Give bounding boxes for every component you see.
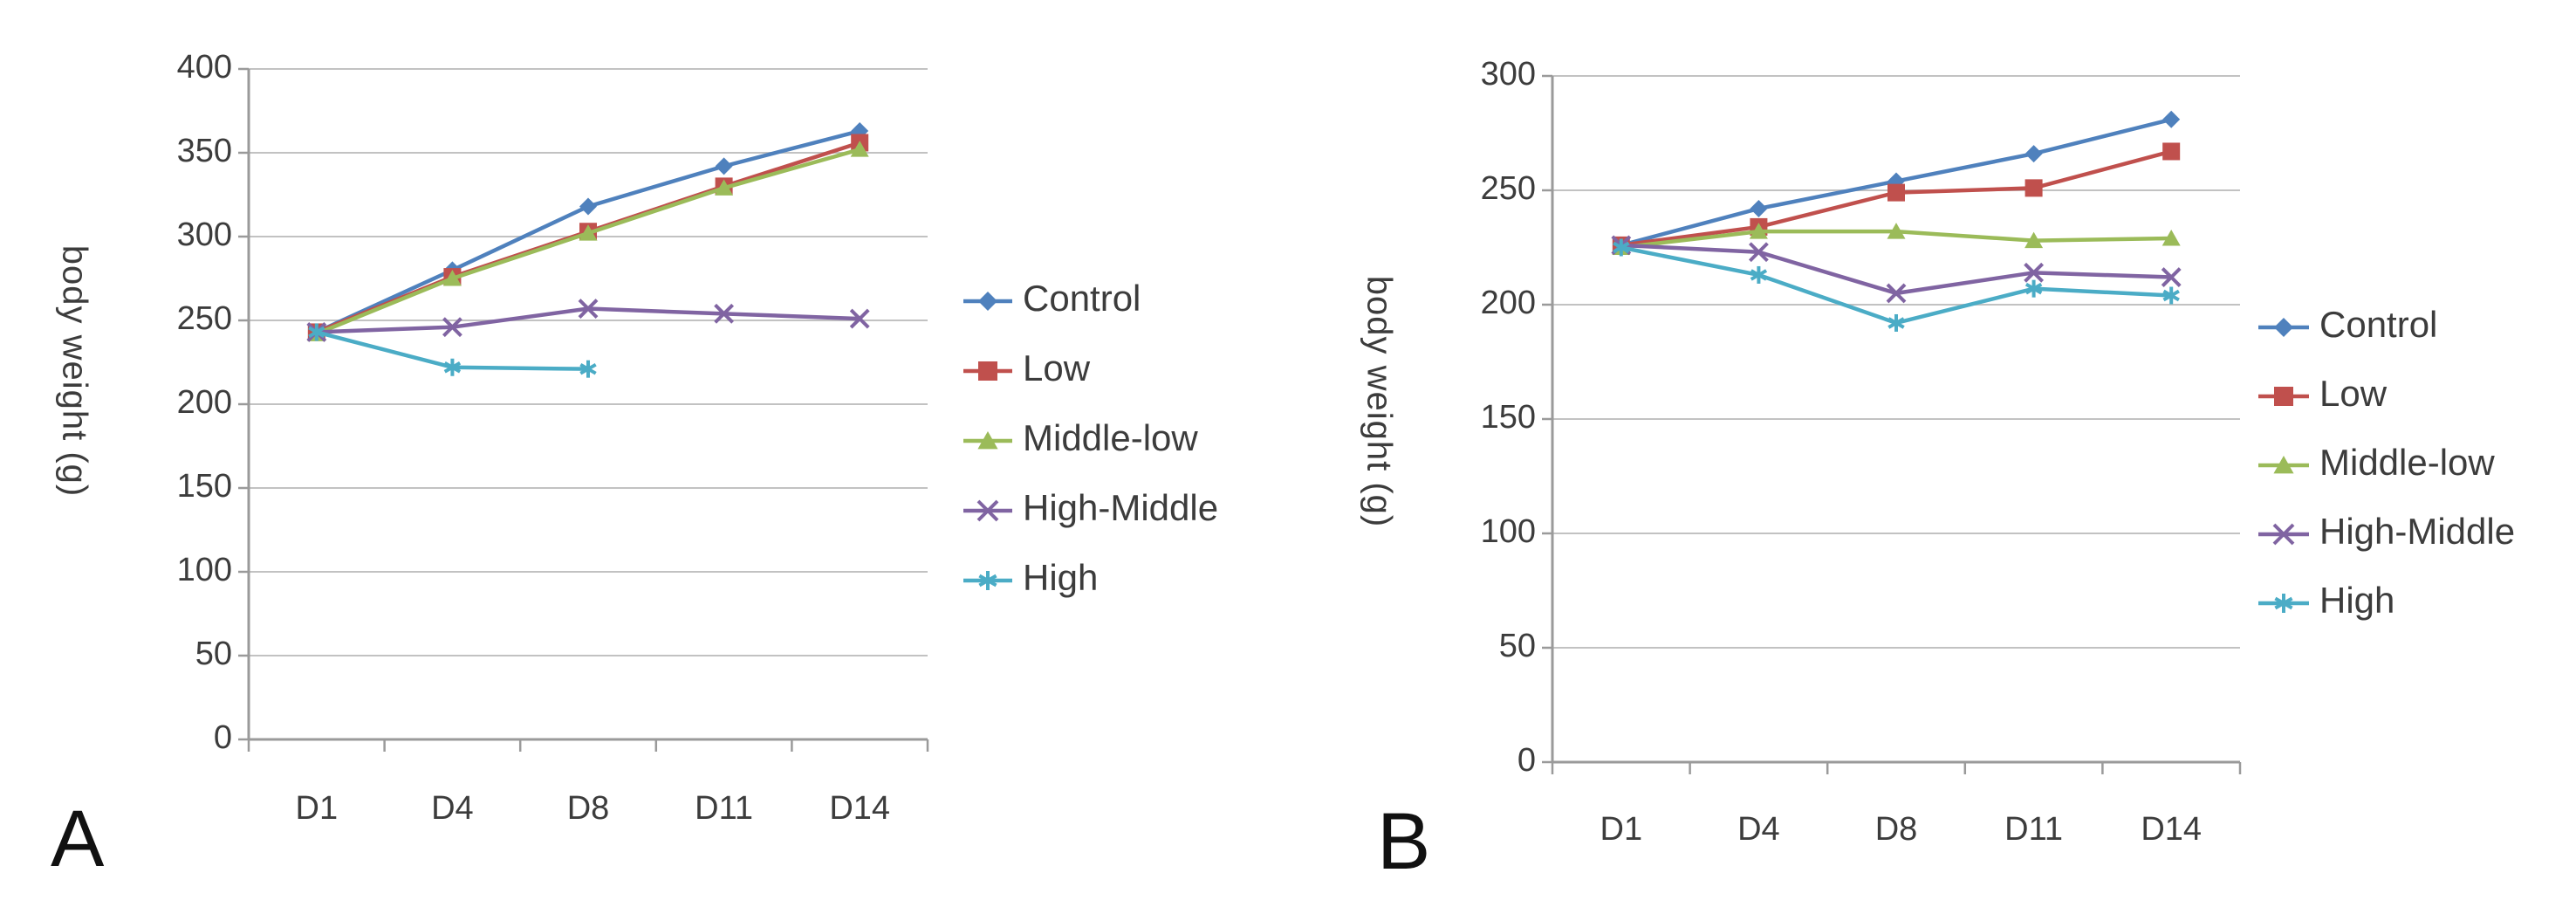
y-tick-label: 300: [1481, 56, 1536, 93]
series-marker-high: [2024, 282, 2043, 295]
y-tick-label: 150: [1481, 399, 1536, 436]
y-tick-label: 100: [177, 552, 232, 588]
series-line-high: [1620, 245, 2172, 326]
series-line-high-middle: [1620, 243, 2172, 296]
legend-marker-low: [978, 361, 997, 381]
y-tick-label: 100: [1481, 513, 1536, 550]
series-marker-middle-low: [1749, 223, 1768, 239]
series-marker-high: [1750, 269, 1768, 281]
series-marker-middle-low: [442, 270, 462, 286]
y-axis-title-b: body weight (g): [1360, 275, 1399, 528]
series-marker-high-middle: [578, 299, 599, 319]
x-tick-label-d11: D11: [695, 790, 753, 827]
legend-marker-control: [2274, 318, 2293, 337]
series-marker-high: [1613, 241, 1630, 254]
legend-label-middle-low: Middle-low: [1023, 417, 1198, 458]
series-marker-middle-low: [850, 141, 869, 157]
series-marker-high: [2162, 289, 2180, 302]
series-marker-middle-low: [715, 179, 734, 196]
legend-marker-high: [2274, 596, 2293, 610]
series-marker-control: [2162, 110, 2181, 128]
y-tick-label: 250: [1481, 170, 1536, 207]
x-tick-label-d8: D8: [567, 790, 610, 827]
x-tick-label-d1: D1: [296, 790, 339, 827]
x-tick-label-d11: D11: [2004, 811, 2063, 848]
x-tick-label-d8: D8: [1875, 811, 1918, 848]
series-marker-control: [579, 197, 597, 216]
series-marker-control: [1750, 199, 1768, 217]
y-tick-label: 300: [177, 217, 232, 253]
series-marker-middle-low: [1887, 223, 1906, 239]
series-marker-high-middle: [849, 308, 870, 329]
series-marker-low: [2024, 179, 2043, 197]
x-tick-label-d4: D4: [431, 790, 474, 827]
legend-label-control: Control: [2319, 304, 2437, 345]
series-marker-low: [1887, 183, 1905, 202]
series-marker-high: [308, 326, 325, 339]
legend-marker-middle-low: [2273, 456, 2294, 474]
series-marker-high-middle: [2161, 267, 2182, 287]
legend-label-middle-low: Middle-low: [2319, 442, 2495, 483]
y-tick-label: 350: [177, 133, 232, 169]
series-marker-control: [2024, 145, 2043, 163]
x-tick-label-d14: D14: [829, 790, 890, 827]
y-tick-label: 200: [177, 384, 232, 421]
series-marker-high-middle: [714, 303, 735, 324]
panel-letter-b: B: [1377, 797, 1431, 886]
x-tick-label-d4: D4: [1737, 811, 1780, 848]
legend-marker-control: [978, 292, 997, 311]
legend-label-high: High: [2319, 580, 2394, 621]
series-marker-middle-low: [2162, 230, 2181, 246]
panel-letter-a: A: [51, 794, 105, 883]
series-marker-high: [443, 361, 462, 374]
y-axis-title-a: body weight (g): [55, 244, 94, 498]
legend-label-low: Low: [2319, 373, 2388, 414]
series-marker-high-middle: [1886, 283, 1907, 304]
legend-marker-high-middle: [2272, 523, 2295, 546]
x-tick-label-d1: D1: [1600, 811, 1643, 848]
legend-marker-high: [978, 574, 997, 588]
legend-label-high: High: [1023, 557, 1098, 598]
y-tick-label: 0: [1518, 742, 1536, 779]
legend-marker-middle-low: [977, 431, 998, 450]
series-marker-high: [1887, 317, 1905, 329]
y-tick-label: 50: [1499, 628, 1536, 664]
y-tick-label: 0: [214, 719, 232, 756]
legend-label-high-middle: High-Middle: [2319, 511, 2515, 552]
legend-label-low: Low: [1023, 347, 1091, 388]
legend-label-control: Control: [1023, 278, 1141, 319]
y-tick-label: 250: [177, 300, 232, 337]
series-marker-high-middle: [1748, 242, 1769, 263]
y-tick-label: 200: [1481, 285, 1536, 321]
series-marker-high-middle: [2024, 262, 2045, 283]
y-tick-label: 150: [177, 468, 232, 505]
x-tick-label-d14: D14: [2141, 811, 2202, 848]
legend-marker-high-middle: [976, 499, 999, 522]
series-marker-middle-low: [2024, 231, 2044, 249]
series-marker-low: [2162, 142, 2181, 161]
series-marker-middle-low: [579, 224, 598, 241]
series-marker-control: [715, 157, 733, 175]
series-marker-high-middle: [442, 317, 462, 338]
legend-marker-low: [2274, 387, 2293, 406]
series-marker-high: [579, 362, 597, 375]
legend-label-high-middle: High-Middle: [1023, 487, 1218, 528]
y-tick-label: 50: [195, 636, 232, 672]
y-tick-label: 400: [177, 49, 232, 86]
